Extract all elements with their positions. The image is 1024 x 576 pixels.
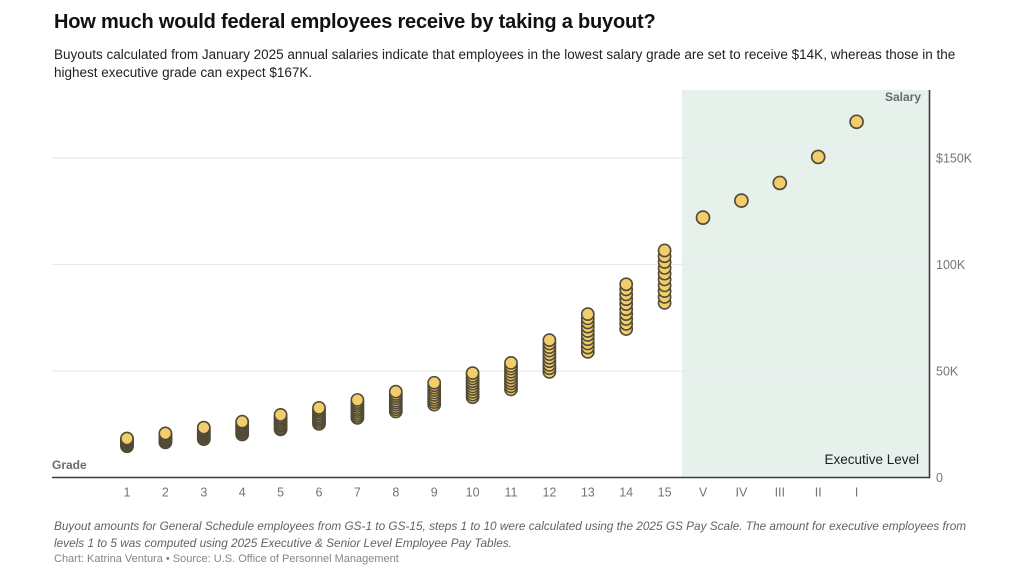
data-point-gs-8-step-10	[388, 384, 403, 399]
data-point-gs-10-step-10	[465, 366, 480, 381]
data-point-executive-V	[695, 210, 711, 225]
y-tick-label-150k: $150K	[936, 152, 973, 166]
data-point-gs-2-step-10	[158, 426, 173, 441]
x-tick-label-V: V	[699, 486, 708, 500]
x-tick-label-15: 15	[658, 486, 672, 500]
x-tick-label-7: 7	[354, 486, 361, 500]
chart-subtitle: Buyouts calculated from January 2025 ann…	[54, 47, 956, 80]
data-point-executive-IV	[734, 193, 749, 208]
x-axis-title: Grade	[52, 458, 87, 472]
x-tick-label-8: 8	[392, 486, 399, 500]
data-point-gs-14-step-10	[619, 277, 634, 292]
x-tick-label-3: 3	[200, 486, 207, 500]
data-point-gs-13-step-10	[580, 307, 595, 322]
executive-region-background	[682, 90, 929, 478]
x-tick-label-9: 9	[431, 486, 438, 500]
data-point-executive-II	[810, 149, 826, 165]
x-tick-label-IV: IV	[735, 486, 747, 500]
x-tick-label-I: I	[855, 486, 858, 500]
x-tick-label-6: 6	[316, 486, 323, 500]
y-tick-label-100k: 100K	[936, 258, 966, 272]
x-tick-label-11: 11	[505, 486, 518, 500]
y-axis-title: Salary	[884, 90, 921, 104]
x-tick-label-1: 1	[124, 486, 131, 500]
x-tick-label-14: 14	[619, 486, 633, 500]
x-tick-label-5: 5	[277, 486, 284, 500]
x-tick-label-4: 4	[239, 486, 246, 500]
data-point-gs-9-step-10	[427, 375, 442, 390]
data-point-gs-7-step-10	[350, 393, 365, 407]
x-tick-label-12: 12	[542, 486, 556, 500]
x-tick-label-10: 10	[466, 486, 480, 500]
executive-region-label: Executive Level	[824, 452, 919, 467]
data-point-gs-12-step-10	[542, 333, 557, 348]
data-point-gs-1-step-10	[120, 431, 134, 446]
data-point-gs-4-step-10	[235, 414, 250, 429]
y-tick-label-50k: 50K	[936, 365, 959, 379]
data-point-executive-I	[849, 114, 864, 130]
x-tick-label-13: 13	[581, 486, 595, 500]
data-point-gs-6-step-10	[312, 400, 326, 415]
data-point-gs-3-step-10	[196, 420, 211, 435]
data-point-gs-11-step-10	[504, 356, 518, 370]
chart-title: How much would federal employees receive…	[54, 11, 656, 33]
data-point-executive-III	[772, 175, 788, 191]
x-tick-label-III: III	[775, 486, 785, 500]
y-tick-label-0k: 0	[936, 471, 943, 485]
data-point-gs-5-step-10	[273, 407, 288, 422]
chart-credit: Chart: Katrina Ventura • Source: U.S. Of…	[54, 553, 399, 565]
chart-footnote: Buyout amounts for General Schedule empl…	[54, 519, 967, 550]
x-tick-label-II: II	[815, 486, 822, 500]
x-tick-label-2: 2	[162, 486, 169, 500]
data-point-gs-15-step-10	[657, 243, 672, 258]
